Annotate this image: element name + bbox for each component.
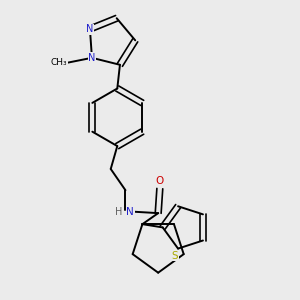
Text: N: N xyxy=(88,53,96,63)
Text: N: N xyxy=(127,206,134,217)
Text: O: O xyxy=(156,176,164,186)
Text: N: N xyxy=(86,24,94,34)
Text: H: H xyxy=(115,206,122,217)
Text: CH₃: CH₃ xyxy=(51,58,68,67)
Text: S: S xyxy=(172,251,178,261)
